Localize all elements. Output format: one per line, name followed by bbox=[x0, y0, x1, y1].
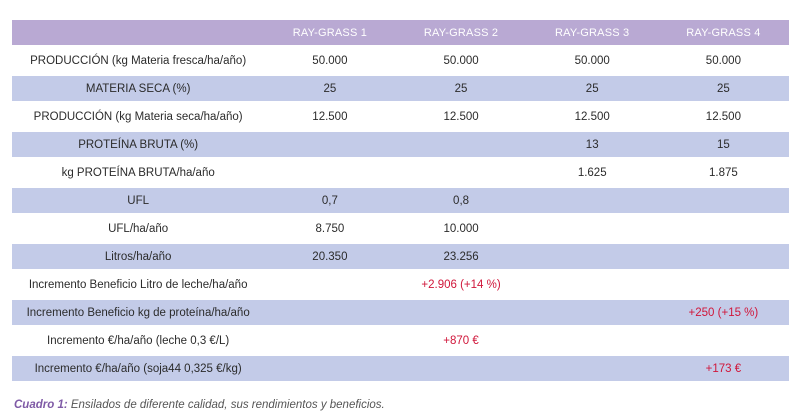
table-cell bbox=[657, 272, 789, 297]
row-label: Incremento Beneficio Litro de leche/ha/a… bbox=[12, 272, 265, 297]
row-label: PROTEÍNA BRUTA (%) bbox=[12, 132, 265, 157]
table-cell: 12.500 bbox=[657, 104, 789, 129]
table-cell: +2.906 (+14 %) bbox=[395, 272, 527, 297]
column-header: RAY-GRASS 2 bbox=[395, 20, 527, 45]
table-cell bbox=[264, 356, 396, 381]
row-label: kg PROTEÍNA BRUTA/ha/año bbox=[12, 160, 265, 185]
table-row: PROTEÍNA BRUTA (%) 13 15 bbox=[12, 132, 789, 157]
table-cell: 13 bbox=[526, 132, 658, 157]
table-cell bbox=[526, 244, 658, 269]
table-cell bbox=[395, 132, 527, 157]
column-header: RAY-GRASS 1 bbox=[264, 20, 396, 45]
table-cell: 0,8 bbox=[395, 188, 527, 213]
row-label: Incremento Beneficio kg de proteína/ha/a… bbox=[12, 300, 265, 325]
table-cell: 1.875 bbox=[657, 160, 789, 185]
table-row: UFL 0,7 0,8 bbox=[12, 188, 789, 213]
column-header: RAY-GRASS 3 bbox=[526, 20, 658, 45]
table-cell: 50.000 bbox=[526, 48, 658, 73]
table-cell bbox=[657, 244, 789, 269]
table-cell bbox=[264, 328, 396, 353]
table-cell: 50.000 bbox=[657, 48, 789, 73]
table-cell bbox=[395, 160, 527, 185]
table-row: Incremento €/ha/año (soja44 0,325 €/kg) +… bbox=[12, 356, 789, 381]
table-cell: 25 bbox=[526, 76, 658, 101]
table-row: Litros/ha/año 20.350 23.256 bbox=[12, 244, 789, 269]
table-cell: 12.500 bbox=[264, 104, 396, 129]
table-row: UFL/ha/año 8.750 10.000 bbox=[12, 216, 789, 241]
table-cell bbox=[526, 272, 658, 297]
row-label: MATERIA SECA (%) bbox=[12, 76, 265, 101]
table-cell bbox=[395, 356, 527, 381]
table-cell: 50.000 bbox=[395, 48, 527, 73]
table-cell: 8.750 bbox=[264, 216, 396, 241]
table-cell: 15 bbox=[657, 132, 789, 157]
table-cell bbox=[526, 300, 658, 325]
header-corner bbox=[12, 20, 265, 45]
table-cell: 12.500 bbox=[395, 104, 527, 129]
table-cell: 25 bbox=[264, 76, 396, 101]
row-label: UFL/ha/año bbox=[12, 216, 265, 241]
table-cell: 10.000 bbox=[395, 216, 527, 241]
row-label: PRODUCCIÓN (kg Materia fresca/ha/año) bbox=[12, 48, 265, 73]
table-cell bbox=[526, 188, 658, 213]
table-cell bbox=[657, 328, 789, 353]
row-label: Incremento €/ha/año (soja44 0,325 €/kg) bbox=[12, 356, 265, 381]
row-label: PRODUCCIÓN (kg Materia seca/ha/año) bbox=[12, 104, 265, 129]
table-cell: 50.000 bbox=[264, 48, 396, 73]
table-row: Incremento Beneficio kg de proteína/ha/a… bbox=[12, 300, 789, 325]
table-cell bbox=[526, 356, 658, 381]
table-cell: +870 € bbox=[395, 328, 527, 353]
caption-text: Ensilados de diferente calidad, sus rend… bbox=[67, 399, 385, 411]
table-cell: 0,7 bbox=[264, 188, 396, 213]
table-body: PRODUCCIÓN (kg Materia fresca/ha/año) 50.… bbox=[12, 48, 789, 381]
table-cell bbox=[264, 160, 396, 185]
row-label: Incremento €/ha/año (leche 0,3 €/L) bbox=[12, 328, 265, 353]
table-cell bbox=[264, 272, 396, 297]
table-cell: 25 bbox=[395, 76, 527, 101]
row-label: UFL bbox=[12, 188, 265, 213]
table-cell: 1.625 bbox=[526, 160, 658, 185]
table-cell: 23.256 bbox=[395, 244, 527, 269]
table-cell bbox=[395, 300, 527, 325]
column-header: RAY-GRASS 4 bbox=[657, 20, 789, 45]
table-row: MATERIA SECA (%) 25 25 25 25 bbox=[12, 76, 789, 101]
header-row: RAY-GRASS 1 RAY-GRASS 2 RAY-GRASS 3 RAY-… bbox=[12, 20, 789, 45]
table-row: Incremento €/ha/año (leche 0,3 €/L) +870 … bbox=[12, 328, 789, 353]
table-cell bbox=[657, 216, 789, 241]
table-cell: 20.350 bbox=[264, 244, 396, 269]
table-row: kg PROTEÍNA BRUTA/ha/año 1.625 1.875 bbox=[12, 160, 789, 185]
caption-number: Cuadro 1: bbox=[14, 399, 68, 411]
table-cell: +173 € bbox=[657, 356, 789, 381]
table-caption: Cuadro 1: Ensilados de diferente calidad… bbox=[14, 399, 385, 411]
table-cell bbox=[526, 328, 658, 353]
table-cell bbox=[657, 188, 789, 213]
table-row: PRODUCCIÓN (kg Materia fresca/ha/año) 50.… bbox=[12, 48, 789, 73]
data-table: RAY-GRASS 1 RAY-GRASS 2 RAY-GRASS 3 RAY-… bbox=[12, 17, 789, 384]
table-cell bbox=[526, 216, 658, 241]
table-row: Incremento Beneficio Litro de leche/ha/a… bbox=[12, 272, 789, 297]
table-cell: 25 bbox=[657, 76, 789, 101]
table-cell: +250 (+15 %) bbox=[657, 300, 789, 325]
table-cell bbox=[264, 300, 396, 325]
table-row: PRODUCCIÓN (kg Materia seca/ha/año) 12.50… bbox=[12, 104, 789, 129]
row-label: Litros/ha/año bbox=[12, 244, 265, 269]
table-cell: 12.500 bbox=[526, 104, 658, 129]
table-cell bbox=[264, 132, 396, 157]
